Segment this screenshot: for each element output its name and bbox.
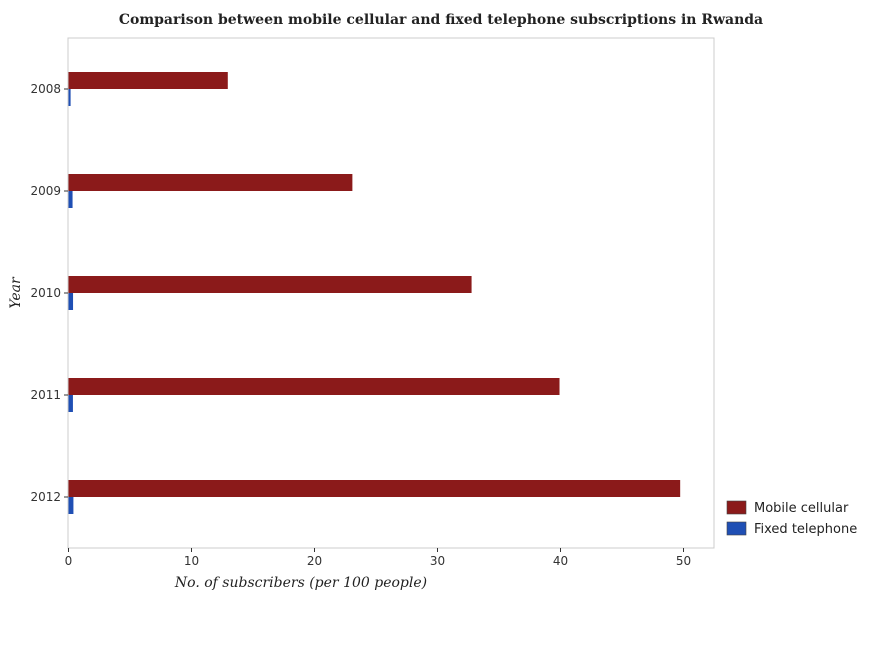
legend: Mobile cellular Fixed telephone [726,500,857,537]
bar-mobile-cellular-2010 [68,276,472,293]
legend-label-fixed-telephone: Fixed telephone [754,522,857,537]
x-tick-label: 40 [553,554,568,568]
chart-title: Comparison between mobile cellular and f… [119,12,763,28]
y-axis-title: Year [8,276,24,309]
bar-mobile-cellular-2008 [68,72,228,89]
legend-swatch-mobile-cellular [726,500,747,515]
bar-mobile-cellular-2011 [68,378,560,395]
y-tick-label: 2011 [30,388,61,402]
y-tick-label: 2012 [30,490,61,504]
bar-fixed-telephone-2008 [68,89,71,106]
y-tick-label: 2010 [30,286,61,300]
x-axis: 0 10 20 30 40 50 [65,548,691,568]
legend-swatch-fixed-telephone [726,521,747,536]
y-tick-label: 2009 [30,184,61,198]
bar-fixed-telephone-2011 [68,395,73,412]
bars-group [68,72,681,514]
bar-fixed-telephone-2012 [68,497,74,514]
y-tick-label: 2008 [30,82,61,96]
bar-mobile-cellular-2009 [68,174,353,191]
bar-fixed-telephone-2009 [68,191,73,208]
x-tick-label: 20 [307,554,322,568]
x-tick-label: 30 [430,554,445,568]
x-tick-label: 0 [65,554,73,568]
x-tick-label: 50 [676,554,691,568]
x-axis-title: No. of subscribers (per 100 people) [174,575,427,591]
x-tick-label: 10 [184,554,199,568]
bar-mobile-cellular-2012 [68,480,681,497]
y-axis: 2008 2009 2010 2011 2012 [30,82,68,504]
bar-fixed-telephone-2010 [68,293,74,310]
legend-label-mobile-cellular: Mobile cellular [754,501,849,516]
